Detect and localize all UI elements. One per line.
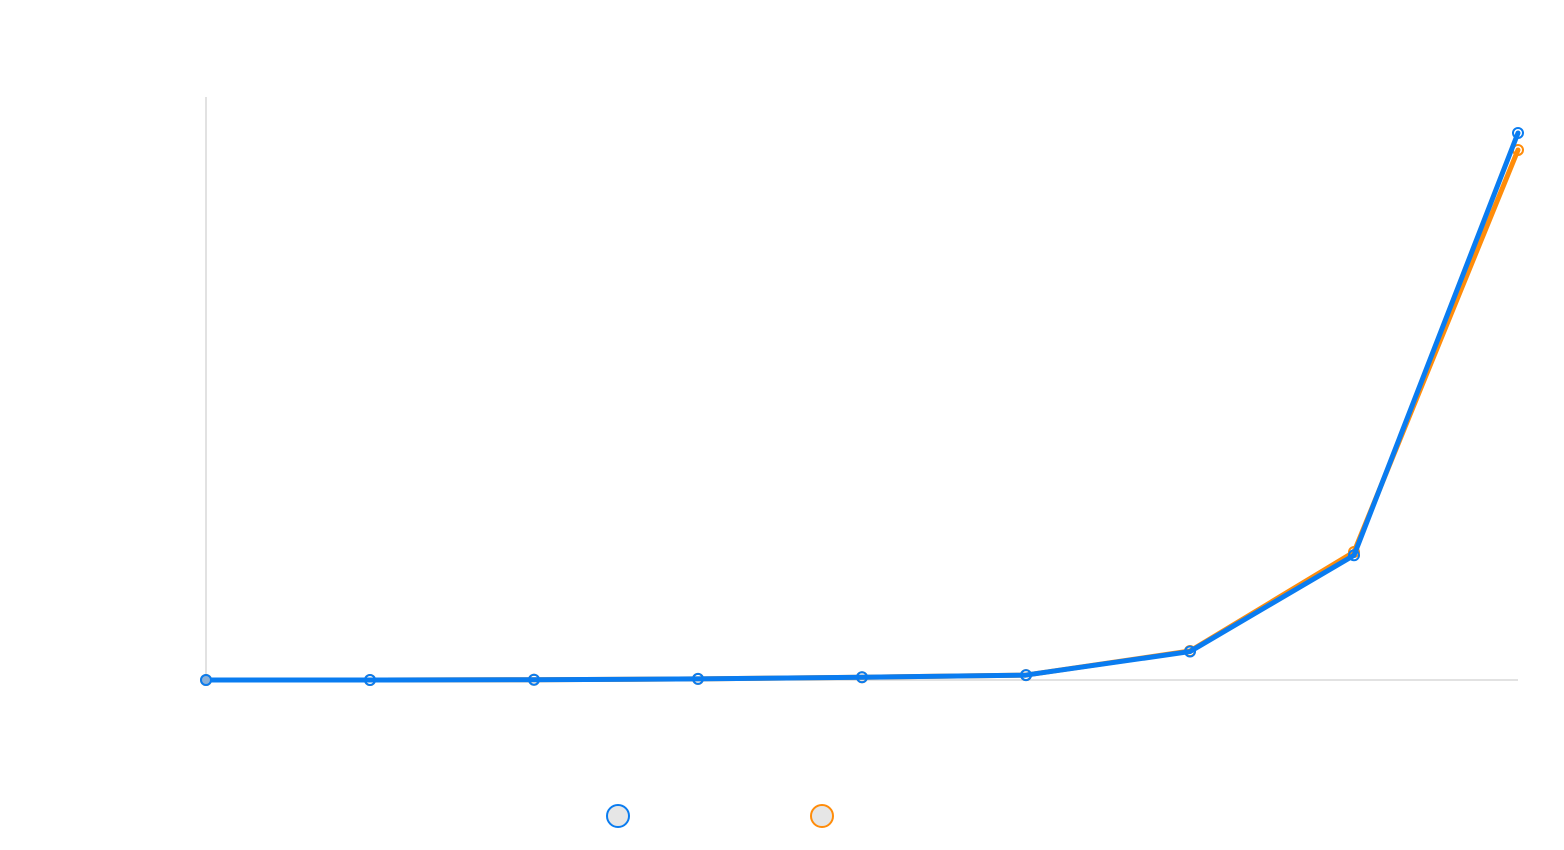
legend-item-1[interactable] [606,804,630,828]
legend-marker-icon[interactable] [606,804,630,828]
series-1-point[interactable] [200,674,212,686]
axes [205,97,1518,681]
series-layer [200,127,1524,686]
series-1-line [203,130,1521,683]
series-1-point[interactable] [856,671,868,684]
series-1 [200,127,1524,686]
legend[interactable] [606,804,834,828]
series-1-point[interactable] [692,672,704,685]
series-1-point[interactable] [1512,127,1524,139]
series-1-point[interactable] [1020,669,1032,682]
series-1-point[interactable] [364,674,376,686]
series-1-point[interactable] [1348,549,1360,562]
series-2-line [203,147,1521,683]
series-2 [200,143,1524,686]
legend-marker-icon[interactable] [810,804,834,828]
legend-item-2[interactable] [810,804,834,828]
series-1-point[interactable] [528,673,540,686]
series-1-point[interactable] [1184,645,1196,658]
